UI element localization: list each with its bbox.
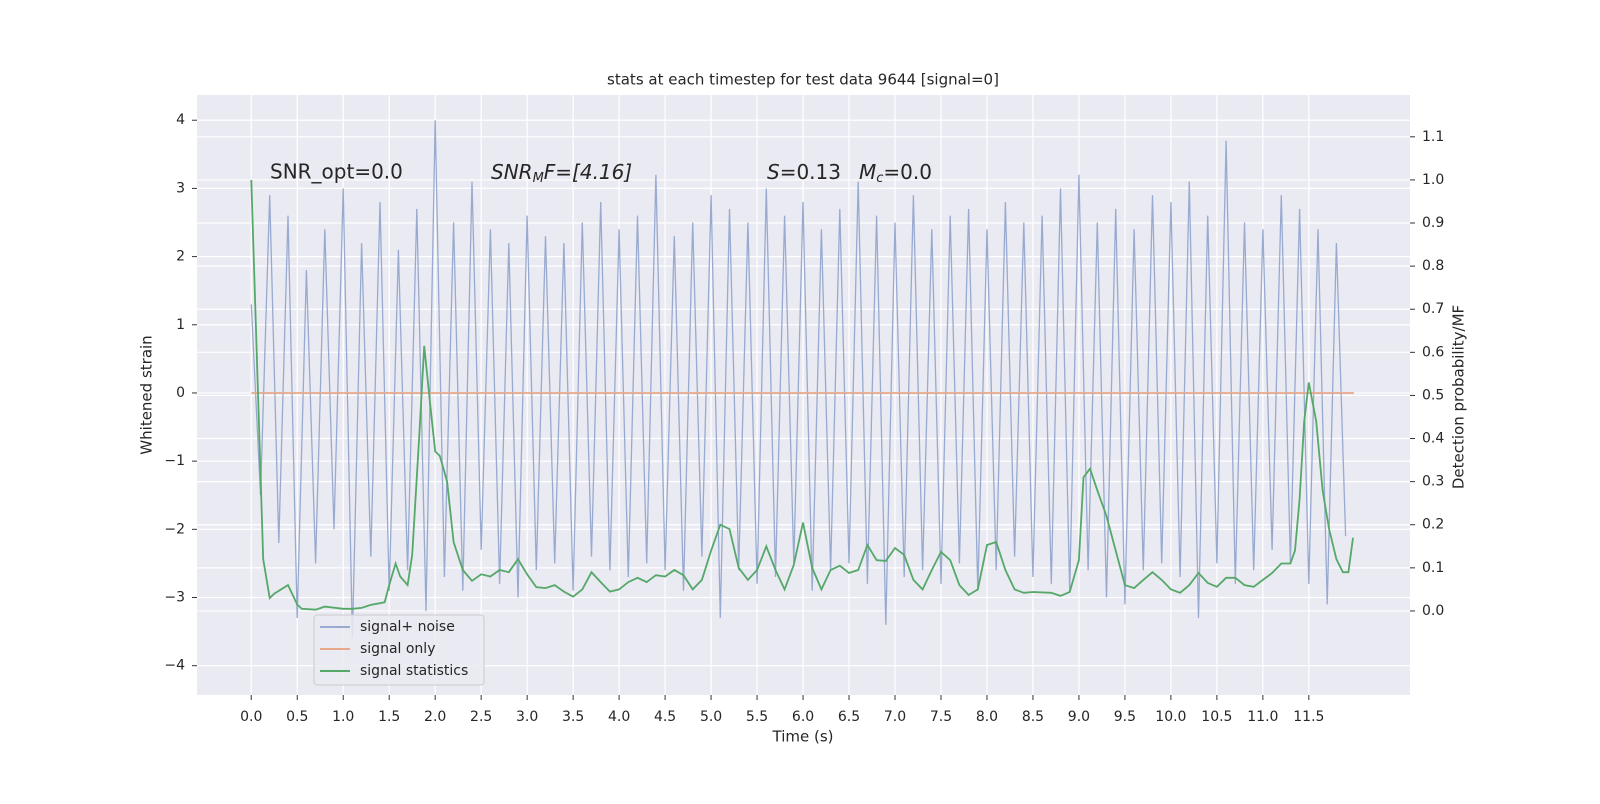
- y2-axis-label: Detection probability/MF: [1450, 305, 1468, 489]
- x-tick-label: 10.5: [1201, 709, 1232, 725]
- x-tick-label: 2.0: [424, 709, 446, 725]
- y-tick-label: −4: [164, 658, 185, 674]
- series-line: [250, 120, 1347, 639]
- annotation-part: M: [533, 171, 544, 186]
- legend-label: signal+ noise: [360, 619, 455, 635]
- annotation-part: c: [876, 171, 883, 186]
- y2-tick-label: 0.3: [1422, 474, 1444, 490]
- chart-title: stats at each timestep for test data 964…: [607, 71, 999, 89]
- annotation: SNRMF=[4.16]: [491, 160, 632, 186]
- legend-label: signal statistics: [360, 663, 468, 679]
- x-tick-label: 9.5: [1114, 709, 1136, 725]
- x-tick-label: 8.5: [1022, 709, 1044, 725]
- x-tick-label: 5.5: [746, 709, 768, 725]
- y2-tick-label: 0.6: [1422, 344, 1444, 360]
- x-tick-label: 0.5: [286, 709, 308, 725]
- x-tick-label: 11.5: [1293, 709, 1324, 725]
- x-tick-label: 5.0: [700, 709, 722, 725]
- legend: signal+ noise signal only signal statistic…: [313, 614, 485, 686]
- x-axis-label: Time (s): [772, 728, 834, 746]
- y-tick-label: −3: [164, 590, 185, 606]
- y2-tick-label: 1.0: [1422, 172, 1444, 188]
- y2-tick-label: 0.5: [1422, 387, 1444, 403]
- marks: [250, 120, 1354, 639]
- y2-tick-label: 0.0: [1422, 603, 1444, 619]
- y-tick-label: 2: [176, 249, 185, 265]
- y2-tick-label: 0.7: [1422, 301, 1444, 317]
- annotation-part: =0.13: [780, 160, 841, 184]
- x-tick-label: 3.0: [516, 709, 538, 725]
- annotation-part: S: [767, 160, 780, 184]
- y2-tick-label: 1.1: [1422, 129, 1444, 145]
- x-tick-label: 10.0: [1155, 709, 1186, 725]
- annotation-part: M: [859, 160, 876, 184]
- y2-tick-label: 0.4: [1422, 431, 1444, 447]
- x-tick-label: 11.0: [1247, 709, 1278, 725]
- y-tick-label: 3: [176, 180, 185, 196]
- x-tick-label: 6.5: [838, 709, 860, 725]
- series-line: [250, 179, 1354, 611]
- x-tick-label: 0.0: [240, 709, 262, 725]
- y2-tick-label: 0.9: [1422, 215, 1444, 231]
- annotation-part: =0.0: [883, 160, 932, 184]
- legend-box: [313, 614, 485, 686]
- y-tick-label: −1: [164, 453, 185, 469]
- x-tick-label: 3.5: [562, 709, 584, 725]
- x-tick-label: 1.5: [378, 709, 400, 725]
- y-tick-label: −2: [164, 521, 185, 537]
- y2-tick-label: 0.1: [1422, 560, 1444, 576]
- x-tick-label: 4.5: [654, 709, 676, 725]
- x-tick-label: 4.0: [608, 709, 630, 725]
- x-tick-label: 9.0: [1068, 709, 1090, 725]
- x-tick-label: 7.5: [930, 709, 952, 725]
- y2-tick-label: 0.8: [1422, 258, 1444, 274]
- y-tick-label: 4: [176, 112, 185, 128]
- y-axis-label: Whitened strain: [138, 335, 156, 454]
- grid: 0.0 0.5 1.0 1.5 2.0 2.5 3.0 3.5 4.0 4.5 5.0 5.5 6.0 6…: [164, 95, 1444, 725]
- annotation: SNR_opt=0.0: [270, 160, 403, 184]
- x-tick-label: 6.0: [792, 709, 814, 725]
- y2-tick-label: 0.2: [1422, 517, 1444, 533]
- y-tick-label: 1: [176, 317, 185, 333]
- y-tick-label: 0: [176, 385, 185, 401]
- x-tick-label: 7.0: [884, 709, 906, 725]
- annotation-part: SNR: [491, 160, 533, 184]
- annotation: S=0.13 Mc=0.0: [767, 160, 932, 186]
- x-tick-label: 8.0: [976, 709, 998, 725]
- x-tick-label: 1.0: [332, 709, 354, 725]
- legend-label: signal only: [360, 641, 435, 657]
- x-tick-label: 2.5: [470, 709, 492, 725]
- annotation-part: F=[4.16]: [544, 160, 632, 184]
